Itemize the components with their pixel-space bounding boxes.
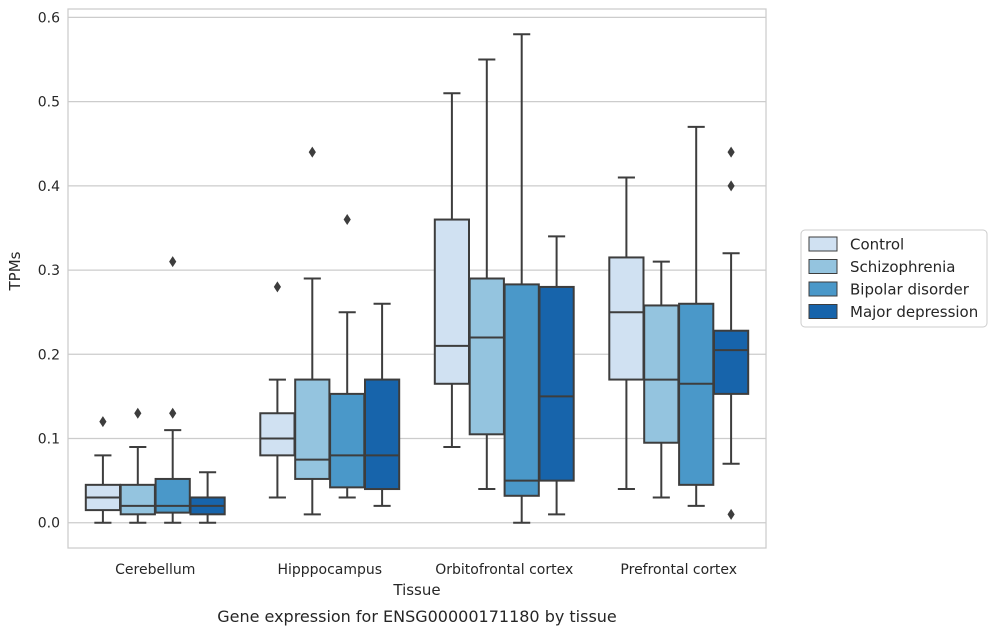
x-tick-label: Hipppocampus <box>277 562 382 578</box>
box-iqr <box>363 378 401 491</box>
box-iqr <box>119 483 156 516</box>
box-iqr <box>538 285 575 482</box>
outlier-point <box>99 416 107 428</box>
box-iqr <box>503 283 540 497</box>
x-axis-label: Tissue <box>392 581 440 599</box>
box-plots <box>84 33 750 524</box>
box-plot <box>363 302 401 507</box>
legend: Control Schizophrenia Bipolar disorder Majo… <box>800 229 988 328</box>
box-iqr <box>433 218 471 385</box>
box-iqr <box>329 392 366 489</box>
outlier-point <box>308 146 316 158</box>
plot-frame <box>67 8 767 549</box>
y-tick-label: 0.2 <box>38 347 60 363</box>
outlier-point <box>169 256 177 268</box>
box-iqr <box>294 378 331 480</box>
box-iqr <box>259 412 296 457</box>
outlier-point <box>169 407 177 419</box>
x-tick-labels: Cerebellum Hipppocampus Orbitofrontal cort… <box>115 562 737 578</box>
outlier-point <box>343 214 351 226</box>
legend-label: Control <box>850 236 904 254</box>
legend-label: Schizophrenia <box>850 258 955 276</box>
legend-swatch <box>808 281 838 297</box>
x-tick-label: Orbitofrontal cortex <box>435 562 573 578</box>
box-plot <box>189 471 226 524</box>
outlier-point <box>134 407 142 419</box>
box-plot <box>468 58 505 491</box>
y-axis-label: TPMs <box>6 251 24 291</box>
box-plot <box>294 146 331 516</box>
outlier-point <box>727 146 735 158</box>
x-tick-label: Prefrontal cortex <box>620 562 737 578</box>
box-iqr <box>468 277 505 436</box>
box-plot <box>678 125 715 507</box>
legend-swatch <box>808 304 838 319</box>
y-tick-labels: 0.0 0.1 0.2 0.3 0.4 0.5 0.6 <box>38 10 60 531</box>
y-tick-label: 0.3 <box>38 263 60 279</box>
legend-label: Bipolar disorder <box>850 281 970 299</box>
box-plot <box>712 146 750 520</box>
box-plot <box>538 235 575 516</box>
x-tick-label: Cerebellum <box>115 562 195 578</box>
box-plot <box>154 256 191 524</box>
legend-label: Major depression <box>850 303 978 321</box>
y-tick-label: 0.5 <box>38 95 60 111</box>
y-tick-label: 0.0 <box>38 516 60 532</box>
y-tick-label: 0.4 <box>38 179 60 195</box>
legend-swatch <box>808 236 838 252</box>
box-plot <box>608 176 645 491</box>
box-plot <box>433 92 471 448</box>
box-iqr <box>712 329 750 395</box>
box-plot <box>119 407 156 524</box>
outlier-point <box>727 508 735 520</box>
box-iqr <box>608 256 645 381</box>
box-iqr <box>678 302 715 486</box>
outlier-point <box>273 281 281 293</box>
box-iqr <box>643 304 680 444</box>
box-iqr <box>154 477 191 514</box>
box-plot <box>329 214 366 499</box>
legend-swatch <box>808 259 838 274</box>
legend-frame <box>800 229 988 328</box>
box-plot <box>643 260 680 499</box>
figure-caption: Gene expression for ENSG00000171180 by t… <box>217 607 617 626</box>
box-plot <box>84 416 122 524</box>
box-plot <box>259 281 296 499</box>
outlier-point <box>727 180 735 192</box>
y-tick-label: 0.6 <box>38 10 60 26</box>
grid-lines <box>68 16 766 524</box>
box-plot <box>503 33 540 524</box>
y-tick-label: 0.1 <box>38 432 60 448</box>
